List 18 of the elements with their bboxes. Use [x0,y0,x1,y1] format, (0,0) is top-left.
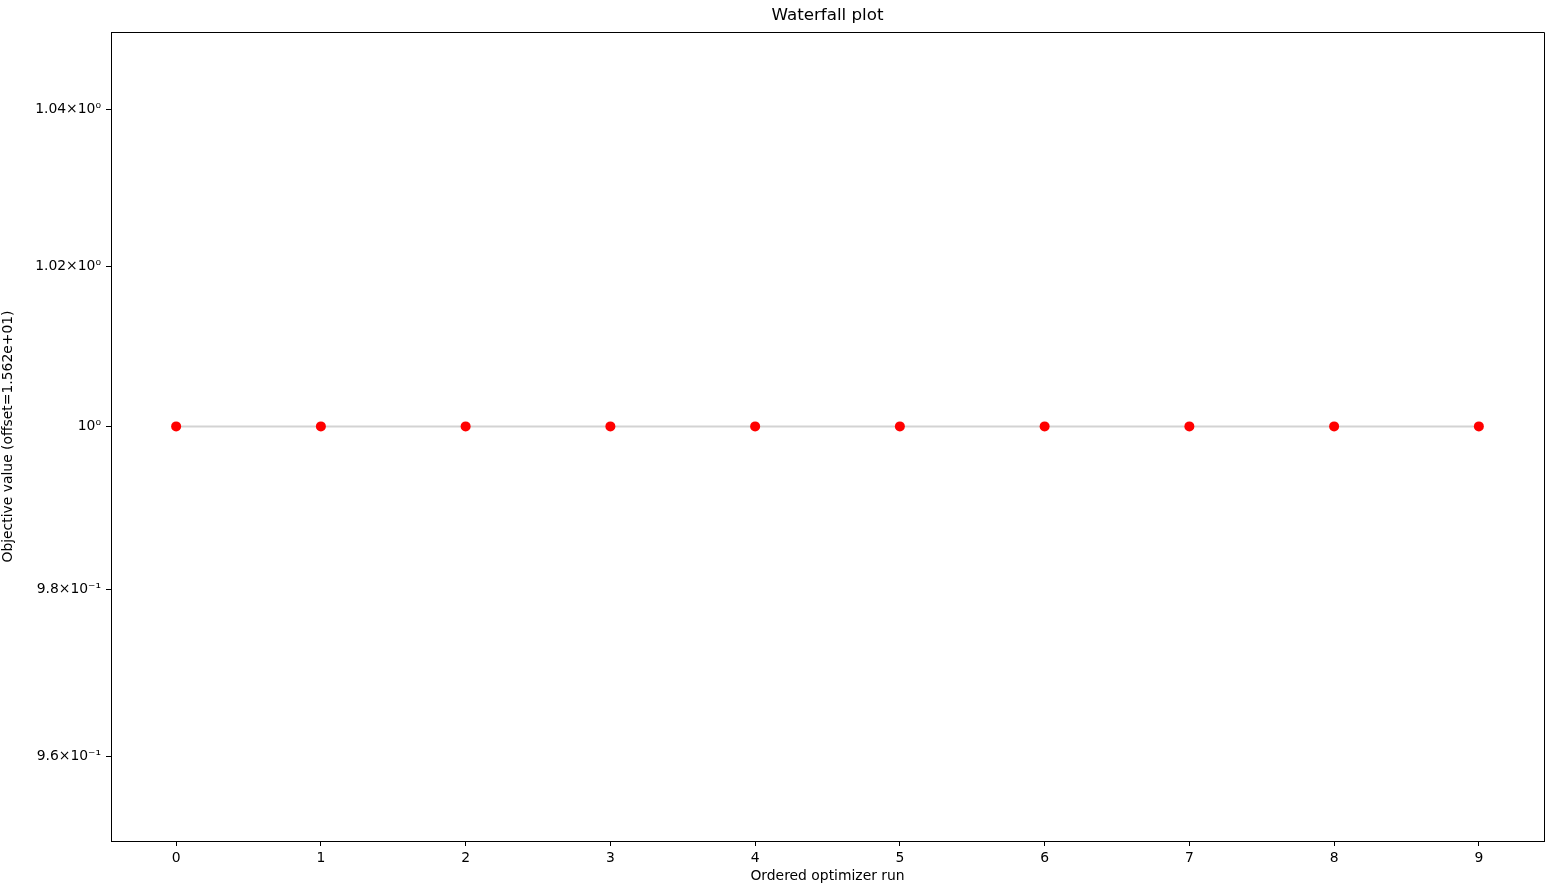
x-tick-label: 6 [1040,848,1050,865]
y-tick-label: 9.6×10⁻¹ [36,746,101,763]
x-tick-label: 9 [1474,848,1484,865]
x-tick-label: 0 [171,848,181,865]
x-axis-title: Ordered optimizer run [750,867,905,884]
y-tick-label: 10⁰ [77,417,102,434]
x-tick-label: 5 [895,848,905,865]
x-tick-label: 4 [750,848,760,865]
x-tick-label: 7 [1184,848,1194,865]
x-tick-label: 2 [461,848,471,865]
y-tick-label: 9.8×10⁻¹ [36,580,101,597]
y-tick-label: 1.02×10⁰ [35,256,102,273]
y-tick-label: 1.04×10⁰ [35,100,102,116]
chart-title: Waterfall plot [771,4,884,25]
x-tick-label: 8 [1329,848,1339,865]
x-tick-label: 1 [316,848,326,865]
y-axis-title: Objective value (offset=1.562e+01) [0,310,15,563]
x-tick-label: 3 [605,848,615,865]
